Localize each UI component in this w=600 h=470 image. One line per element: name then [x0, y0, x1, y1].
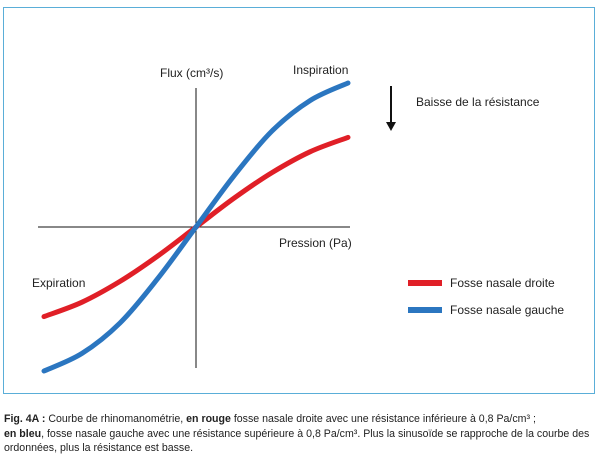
x-axis-label: Pression (Pa) [279, 236, 352, 250]
caption-red-label: en rouge [186, 413, 231, 425]
caption-blue-label: en bleu [4, 427, 42, 440]
legend: Fosse nasale droite Fosse nasale gauche [408, 276, 564, 317]
legend-label-fosse-nasale-droite: Fosse nasale droite [450, 276, 555, 290]
caption-text-1: Courbe de rhinomanométrie, [45, 413, 187, 425]
rhinomanometry-chart: Flux (cm³/s) Pression (Pa) Inspiration E… [32, 63, 564, 374]
caption-text-3: , fosse nasale gauche avec une résistanc… [4, 427, 590, 455]
series-line-fosse-nasale-gauche [41, 80, 351, 374]
caption-text-2: fosse nasale droite avec une résistance … [230, 413, 536, 425]
caption-fig-number: Fig. 4A : [4, 413, 46, 425]
arrow-down-icon [386, 86, 396, 131]
inspiration-label: Inspiration [293, 63, 348, 77]
expiration-label: Expiration [32, 276, 85, 290]
figure-caption: Fig. 4A : Courbe de rhinomanométrie, en … [4, 412, 598, 456]
figure-frame [3, 7, 595, 394]
y-axis-label: Flux (cm³/s) [160, 66, 223, 80]
legend-label-fosse-nasale-gauche: Fosse nasale gauche [450, 303, 564, 317]
resistance-note: Baisse de la résistance [416, 95, 540, 109]
